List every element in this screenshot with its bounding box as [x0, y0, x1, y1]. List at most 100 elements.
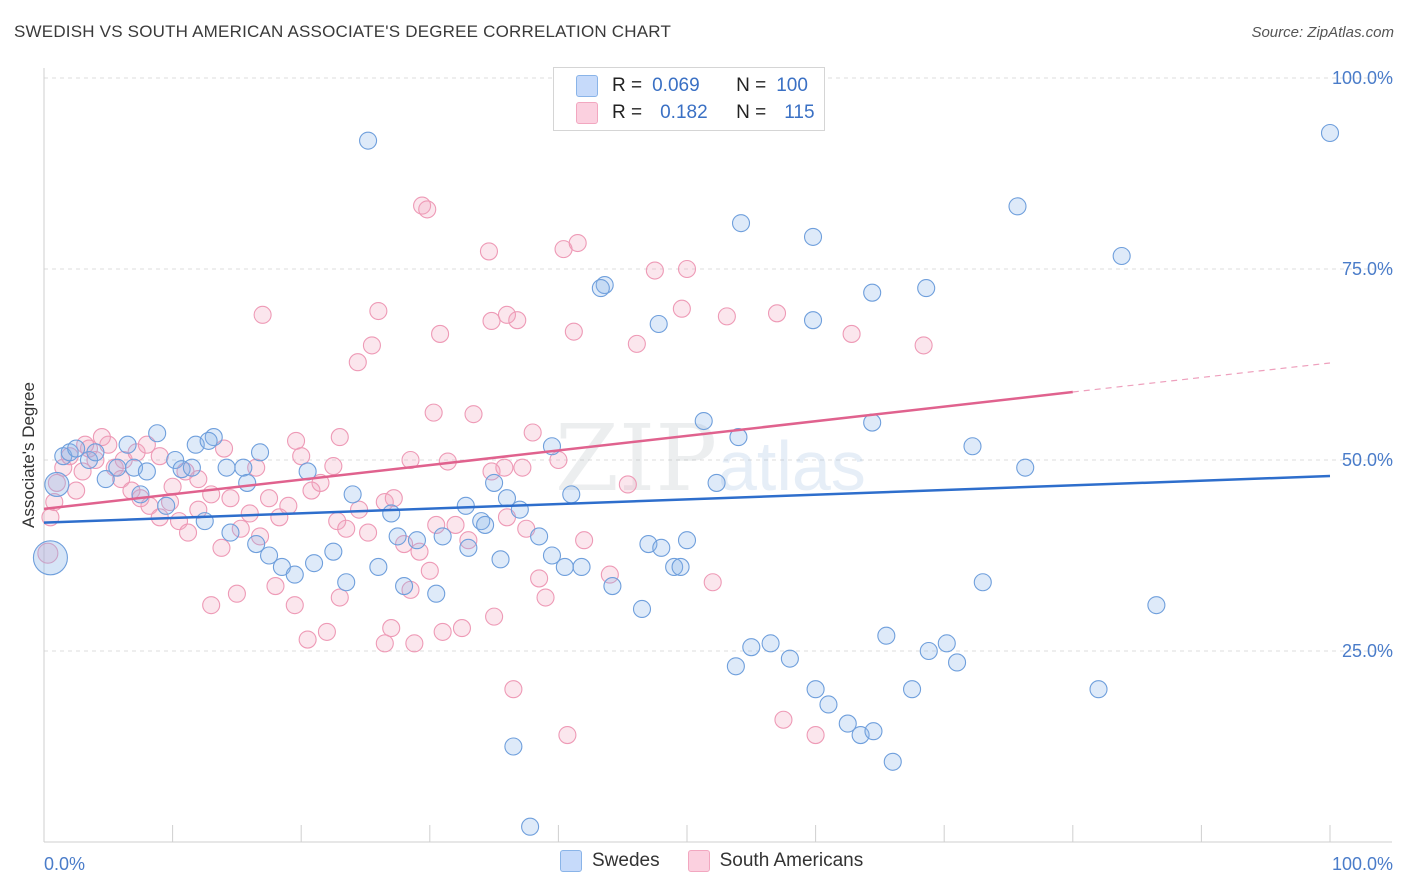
swedes-point	[603, 577, 622, 596]
swedes-point	[632, 599, 652, 619]
south-americans-point	[575, 531, 594, 550]
south-americans-swatch	[576, 102, 598, 124]
legend-r-value: 0.182	[660, 102, 708, 123]
swedes-point	[803, 227, 823, 246]
swedes-point	[1016, 458, 1035, 477]
south-americans-point	[767, 304, 787, 323]
swedes-point	[707, 473, 726, 492]
south-americans-point	[362, 336, 381, 355]
swedes-point	[731, 214, 751, 233]
swedes-point	[806, 680, 825, 699]
y-axis-label: Associate's Degree	[19, 382, 38, 528]
swedes-point	[67, 439, 86, 458]
south-americans-point	[60, 447, 79, 466]
swedes-point	[182, 458, 201, 477]
south-americans-point	[178, 523, 198, 542]
y-tick-label: 50.0%	[1342, 450, 1393, 470]
swedes-point	[504, 737, 523, 756]
swedes-point	[324, 542, 343, 561]
swedes-point	[79, 450, 99, 470]
south-americans-point	[67, 481, 86, 500]
swedes-point	[343, 485, 362, 504]
swedes-point	[96, 470, 115, 489]
south-americans-point	[240, 504, 259, 523]
gridlines	[44, 77, 1392, 652]
south-americans-point	[330, 588, 349, 607]
swedes-point	[166, 450, 185, 470]
swedes-point	[459, 538, 478, 557]
source-credit: Source: ZipAtlas.com	[1251, 24, 1394, 41]
swedes-point	[973, 573, 992, 592]
swedes-point	[665, 557, 684, 577]
legend-label-south-americans: South Americans	[719, 850, 864, 871]
south-americans-point	[247, 458, 266, 477]
south-americans-point	[384, 489, 403, 508]
swedes-point	[86, 443, 105, 462]
south-americans-point	[497, 305, 517, 324]
trend-lines	[43, 362, 1331, 524]
south-americans-point	[324, 457, 343, 476]
legend-n-value: 115	[784, 102, 815, 123]
swedes-point	[388, 527, 407, 546]
swedes-point	[863, 283, 882, 302]
south-americans-point	[495, 458, 514, 477]
south-americans-point	[433, 622, 452, 641]
south-americans-point	[523, 423, 542, 442]
swedes-point	[649, 314, 668, 334]
south-americans-point	[253, 305, 272, 324]
y-tick-label: 100.0%	[1332, 68, 1393, 88]
tick-labels: 25.0% 50.0% 75.0% 100.0% 0.0% 100.0%	[44, 68, 1393, 874]
south-americans-point	[221, 489, 240, 508]
swedes-point	[694, 411, 713, 431]
south-americans-point	[536, 588, 555, 607]
legend-r-label: R =	[612, 75, 643, 96]
swedes-point	[456, 496, 475, 515]
south-americans-trend-extension	[1072, 362, 1331, 393]
swedes-point	[131, 485, 150, 504]
swedes-point	[427, 584, 446, 603]
swedes-point	[591, 279, 610, 298]
legend-n-label: N =	[736, 102, 767, 123]
south-americans-point	[259, 489, 279, 508]
swedes-point	[137, 462, 156, 481]
south-americans-point	[266, 577, 285, 596]
south-americans-point	[431, 324, 450, 343]
south-americans-point	[452, 619, 472, 638]
south-americans-point	[202, 596, 221, 615]
south-americans-point	[774, 710, 793, 729]
swedes-point	[108, 458, 127, 477]
swedes-trend-line	[43, 474, 1331, 524]
swedes-points	[32, 123, 1340, 836]
legend-item-south-americans: South Americans	[687, 850, 864, 872]
south-americans-point	[150, 447, 169, 466]
swedes-point	[118, 435, 137, 454]
legend-n-label: N =	[736, 75, 767, 96]
south-americans-point	[47, 473, 66, 492]
south-americans-point	[600, 565, 619, 584]
swedes-point	[937, 634, 956, 653]
south-americans-points	[37, 196, 933, 745]
swedes-point	[217, 458, 236, 477]
swedes-point	[562, 485, 581, 504]
x-tick-label: 100.0%	[1332, 854, 1393, 874]
south-americans-point	[482, 311, 501, 331]
legend-item-swedes: Swedes	[560, 850, 660, 872]
axes	[43, 68, 1392, 843]
swedes-point	[542, 546, 562, 565]
south-americans-point	[677, 259, 697, 279]
swedes-point	[221, 523, 240, 542]
swedes-point	[671, 557, 690, 577]
swedes-point	[780, 649, 799, 668]
south-americans-point	[530, 569, 549, 588]
south-americans-point	[317, 622, 336, 641]
south-americans-point	[112, 470, 131, 489]
south-americans-point	[485, 607, 504, 626]
south-americans-point	[348, 353, 367, 372]
swedes-point	[250, 443, 270, 462]
swedes-point	[382, 504, 401, 523]
south-americans-point	[337, 519, 356, 538]
south-americans-point	[382, 619, 401, 638]
chart-title: SWEDISH VS SOUTH AMERICAN ASSOCIATE'S DE…	[14, 22, 672, 41]
south-americans-swatch	[687, 850, 710, 872]
swedes-point	[917, 279, 936, 298]
